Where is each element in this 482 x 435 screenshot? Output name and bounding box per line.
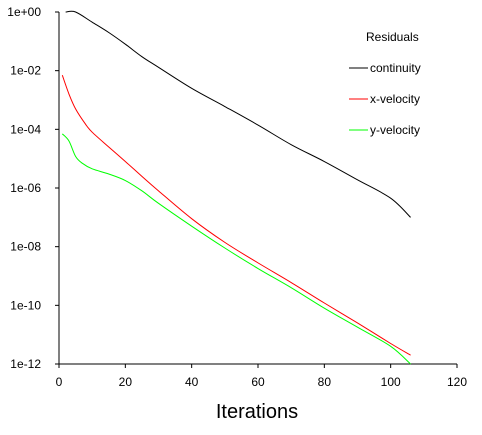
y-tick-label: 1e-04	[10, 122, 41, 136]
series-line-x-velocity	[61, 75, 411, 356]
legend: Residuals continuity x-velocity y-velocity	[349, 30, 421, 137]
x-tick-label: 0	[56, 375, 63, 389]
x-tick-label: 40	[185, 375, 199, 389]
x-axis-label: Iterations	[216, 401, 298, 423]
legend-label-continuity: continuity	[370, 61, 421, 75]
y-tick-label: 1e-08	[10, 240, 41, 254]
y-tick-label: 1e+00	[7, 5, 41, 19]
legend-label-x-velocity: x-velocity	[370, 92, 420, 106]
y-tick-label: 1e-10	[10, 298, 41, 312]
y-ticks: 1e-12 1e-10 1e-08 1e-06 1e-04 1e-02 1e+00	[7, 5, 59, 371]
y-tick-label: 1e-06	[10, 181, 41, 195]
y-tick-label: 1e-12	[10, 357, 41, 371]
y-tick-label: 1e-02	[10, 64, 41, 78]
x-ticks: 0 20 40 60 80 100 120	[56, 364, 467, 389]
x-tick-label: 20	[119, 375, 133, 389]
series-line-y-velocity	[61, 133, 411, 365]
legend-items: continuity x-velocity y-velocity	[349, 61, 421, 137]
series-line-continuity	[65, 10, 411, 218]
x-tick-label: 80	[318, 375, 332, 389]
x-tick-label: 100	[381, 375, 401, 389]
legend-label-y-velocity: y-velocity	[370, 123, 420, 137]
x-tick-label: 60	[251, 375, 265, 389]
series-lines	[61, 10, 411, 365]
x-tick-label: 120	[447, 375, 467, 389]
legend-title: Residuals	[366, 30, 419, 44]
